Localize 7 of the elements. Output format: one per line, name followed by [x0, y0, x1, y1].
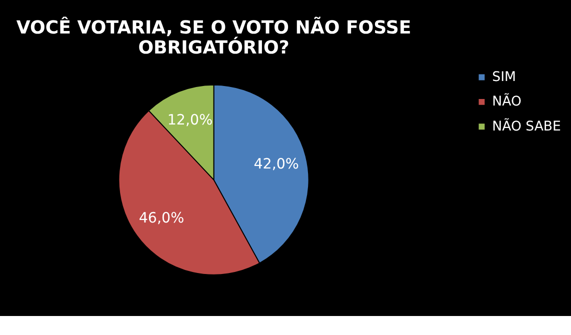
legend-label: NÃO SABE — [492, 117, 561, 134]
data-label: 42,0% — [254, 156, 299, 173]
data-label: 12,0% — [167, 112, 213, 129]
data-label: 46,0% — [138, 210, 184, 227]
legend-label: SIM — [492, 70, 516, 86]
chart-title: VOCÊ VOTARIA, SE O VOTO NÃO FOSSE OBRIGATÓRIO? — [16, 16, 412, 58]
legend-label: NÃO — [492, 92, 522, 110]
